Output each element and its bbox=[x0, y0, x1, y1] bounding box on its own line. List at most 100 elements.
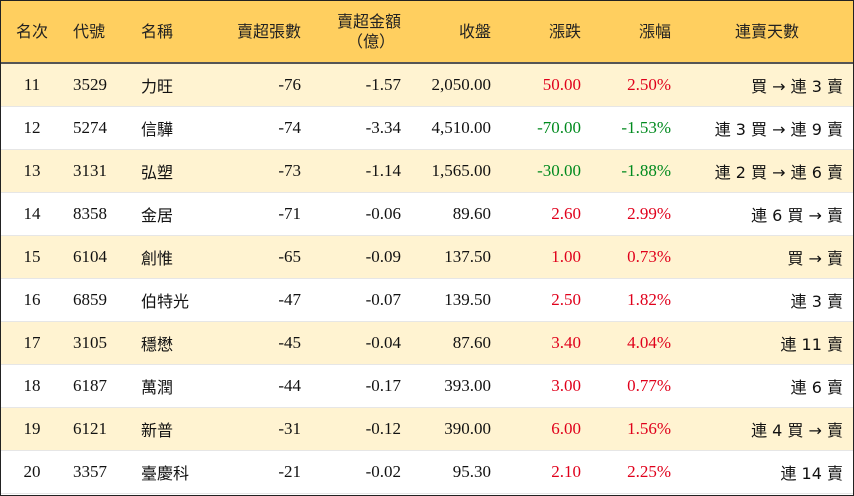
header-net-sell-amount: 賣超金額 （億） bbox=[311, 1, 411, 64]
close-price-cell: 87.60 bbox=[452, 332, 491, 352]
streak-cell: 買 → 賣 bbox=[787, 248, 843, 268]
rank-cell: 16 bbox=[23, 289, 41, 309]
table-row: 15 6104 創惟 -65 -0.09 137.50 1.00 0.73% 買 → 賣 bbox=[1, 235, 853, 278]
name-cell: 力旺 bbox=[141, 76, 174, 96]
code-cell: 6121 bbox=[73, 418, 107, 438]
net-sell-amount-cell: -0.07 bbox=[365, 289, 401, 309]
rank-cell: 11 bbox=[23, 74, 41, 94]
net-sell-lots-cell: -76 bbox=[278, 74, 301, 94]
net-sell-lots-cell: -73 bbox=[278, 160, 301, 180]
net-sell-amount-cell: -0.17 bbox=[365, 375, 401, 395]
net-sell-lots-cell: -74 bbox=[278, 117, 301, 137]
rank-cell: 12 bbox=[23, 117, 41, 137]
net-sell-amount-cell: -3.34 bbox=[365, 117, 401, 137]
code-cell: 3357 bbox=[73, 461, 107, 481]
net-sell-lots-cell: -45 bbox=[278, 332, 301, 352]
streak-cell: 連 2 買 → 連 6 賣 bbox=[714, 162, 843, 182]
change-cell: -30.00 bbox=[537, 160, 581, 180]
streak-cell: 連 11 賣 bbox=[780, 334, 843, 354]
change-pct-cell: 2.50% bbox=[627, 74, 671, 94]
change-cell: 1.00 bbox=[551, 246, 581, 266]
close-price-cell: 89.60 bbox=[452, 203, 491, 223]
net-sell-amount-cell: -1.57 bbox=[365, 74, 401, 94]
change-cell: 2.60 bbox=[551, 203, 581, 223]
name-cell: 金居 bbox=[141, 205, 174, 225]
rank-cell: 13 bbox=[23, 160, 41, 180]
change-pct-cell: 0.77% bbox=[627, 375, 671, 395]
close-price-cell: 1,565.00 bbox=[431, 160, 492, 180]
name-cell: 臺慶科 bbox=[141, 463, 190, 483]
net-sell-lots-cell: -31 bbox=[278, 418, 301, 438]
change-pct-cell: -1.88% bbox=[621, 160, 671, 180]
header-rank: 名次 bbox=[1, 1, 63, 64]
code-cell: 6104 bbox=[73, 246, 107, 266]
name-cell: 伯特光 bbox=[141, 291, 190, 311]
rank-cell: 17 bbox=[23, 332, 41, 352]
net-sell-amount-cell: -0.09 bbox=[365, 246, 401, 266]
header-code: 代號 bbox=[63, 1, 131, 64]
close-price-cell: 2,050.00 bbox=[431, 74, 492, 94]
rank-cell: 14 bbox=[23, 203, 41, 223]
close-price-cell: 137.50 bbox=[444, 246, 491, 266]
net-sell-lots-cell: -44 bbox=[278, 375, 301, 395]
header-change: 漲跌 bbox=[501, 1, 591, 64]
change-cell: 2.50 bbox=[551, 289, 581, 309]
code-cell: 8358 bbox=[73, 203, 107, 223]
close-price-cell: 390.00 bbox=[444, 418, 491, 438]
net-sell-lots-cell: -71 bbox=[278, 203, 301, 223]
streak-cell: 連 3 賣 bbox=[790, 291, 843, 311]
header-net-sell-lots: 賣超張數 bbox=[221, 1, 311, 64]
header-name: 名稱 bbox=[131, 1, 221, 64]
code-cell: 3131 bbox=[73, 160, 107, 180]
change-cell: 3.40 bbox=[551, 332, 581, 352]
streak-cell: 連 14 賣 bbox=[780, 463, 843, 483]
net-sell-amount-cell: -0.06 bbox=[365, 203, 401, 223]
net-sell-lots-cell: -21 bbox=[278, 461, 301, 481]
header-streak: 連賣天數 bbox=[681, 1, 853, 64]
close-price-cell: 393.00 bbox=[444, 375, 491, 395]
change-pct-cell: 1.82% bbox=[627, 289, 671, 309]
name-cell: 弘塑 bbox=[141, 162, 174, 182]
streak-cell: 連 4 買 → 賣 bbox=[751, 420, 843, 440]
close-price-cell: 139.50 bbox=[444, 289, 491, 309]
rank-cell: 18 bbox=[23, 375, 41, 395]
table-header-row: 名次 代號 名稱 賣超張數 賣超金額 （億） 收盤 漲跌 漲幅 連賣天數 bbox=[1, 1, 853, 64]
table-row: 13 3131 弘塑 -73 -1.14 1,565.00 -30.00 -1.88% 連 2 … bbox=[1, 149, 853, 192]
change-pct-cell: 0.73% bbox=[627, 246, 671, 266]
change-pct-cell: 2.99% bbox=[627, 203, 671, 223]
close-price-cell: 95.30 bbox=[452, 461, 491, 481]
net-sell-amount-cell: -0.02 bbox=[365, 461, 401, 481]
table-row: 11 3529 力旺 -76 -1.57 2,050.00 50.00 2.50% 買 → 連 … bbox=[1, 63, 853, 106]
name-cell: 穩懋 bbox=[141, 334, 174, 354]
change-pct-cell: 2.25% bbox=[627, 461, 671, 481]
streak-cell: 連 6 賣 bbox=[790, 377, 843, 397]
name-cell: 萬潤 bbox=[141, 377, 174, 397]
table-row: 19 6121 新普 -31 -0.12 390.00 6.00 1.56% 連 4 買 → 賣 bbox=[1, 407, 853, 450]
change-cell: 3.00 bbox=[551, 375, 581, 395]
net-sell-amount-cell: -0.04 bbox=[365, 332, 401, 352]
streak-cell: 連 3 買 → 連 9 賣 bbox=[714, 119, 843, 139]
close-price-cell: 4,510.00 bbox=[431, 117, 492, 137]
name-cell: 信驊 bbox=[141, 119, 174, 139]
header-close: 收盤 bbox=[411, 1, 501, 64]
table-row: 12 5274 信驊 -74 -3.34 4,510.00 -70.00 -1.53% 連 3 … bbox=[1, 106, 853, 149]
streak-cell: 連 6 買 → 賣 bbox=[751, 205, 843, 225]
code-cell: 3105 bbox=[73, 332, 107, 352]
change-pct-cell: -1.53% bbox=[621, 117, 671, 137]
net-sell-amount-cell: -1.14 bbox=[365, 160, 401, 180]
table-row: 20 3357 臺慶科 -21 -0.02 95.30 2.10 2.25% 連 14 賣 bbox=[1, 450, 853, 493]
table-row: 18 6187 萬潤 -44 -0.17 393.00 3.00 0.77% 連 6 賣 bbox=[1, 364, 853, 407]
change-pct-cell: 4.04% bbox=[627, 332, 671, 352]
header-net-sell-amount-line2: （億） bbox=[346, 31, 395, 51]
table-row: 17 3105 穩懋 -45 -0.04 87.60 3.40 4.04% 連 11 賣 bbox=[1, 321, 853, 364]
change-cell: 2.10 bbox=[551, 461, 581, 481]
net-sell-amount-cell: -0.12 bbox=[365, 418, 401, 438]
change-cell: 50.00 bbox=[542, 74, 581, 94]
change-pct-cell: 1.56% bbox=[627, 418, 671, 438]
header-change-pct: 漲幅 bbox=[591, 1, 681, 64]
table-row: 14 8358 金居 -71 -0.06 89.60 2.60 2.99% 連 6 買 → 賣 bbox=[1, 192, 853, 235]
code-cell: 5274 bbox=[73, 117, 107, 137]
code-cell: 3529 bbox=[73, 74, 107, 94]
